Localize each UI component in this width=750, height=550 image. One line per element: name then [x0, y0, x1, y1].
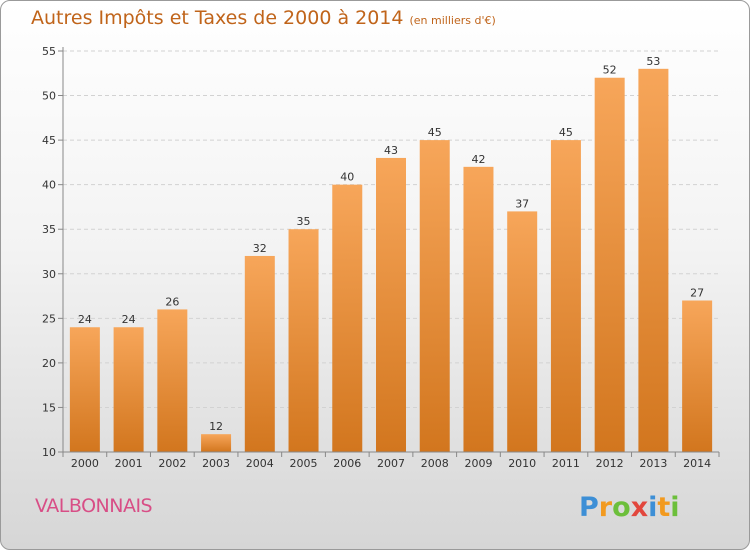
y-tick-label: 40: [42, 179, 56, 192]
data-label: 53: [646, 55, 660, 68]
axes: 10 15 20 25 30 35 40 45 50 55 2000 2001 2002 2003 2004…: [42, 45, 720, 470]
x-tick-label: 2013: [639, 457, 667, 470]
x-tick-label: 2012: [596, 457, 624, 470]
y-tick-label: 15: [42, 401, 56, 414]
x-tick-label: 2006: [333, 457, 361, 470]
x-tick-label: 2011: [552, 457, 580, 470]
x-tick-label: 2014: [683, 457, 711, 470]
bar: [288, 229, 319, 452]
x-tick-label: 2004: [246, 457, 274, 470]
data-label: 35: [297, 215, 311, 228]
x-tick-label: 2000: [71, 457, 99, 470]
x-tick-label: 2007: [377, 457, 405, 470]
x-tick-label: 2008: [421, 457, 449, 470]
bar: [157, 309, 188, 452]
chart-title-text: Autres Impôts et Taxes de 2000 à 2014: [31, 7, 404, 29]
y-tick-label: 20: [42, 357, 56, 370]
bar: [507, 211, 538, 452]
y-tick-label: 35: [42, 223, 56, 236]
x-tick-label: 2001: [115, 457, 143, 470]
chart-title: Autres Impôts et Taxes de 2000 à 2014 (en…: [31, 7, 496, 29]
x-tick-label: 2005: [290, 457, 318, 470]
data-label: 45: [559, 126, 573, 139]
y-tick-label: 45: [42, 134, 56, 147]
bar: [463, 166, 494, 452]
bar: [376, 157, 406, 452]
data-label: 43: [384, 144, 398, 157]
x-tick-label: 2003: [202, 457, 230, 470]
data-labels: 24 24 26 12 32 35 40 43 45 42 37 45 52 53 27: [78, 55, 704, 433]
data-label: 32: [253, 242, 267, 255]
bar: [550, 140, 581, 452]
y-tick-label: 25: [42, 312, 56, 325]
data-label: 40: [340, 171, 354, 184]
bar: [638, 68, 669, 453]
data-label: 42: [471, 153, 485, 166]
data-label: 37: [515, 197, 529, 210]
data-label: 52: [603, 64, 617, 77]
bar: [113, 327, 144, 452]
y-tick-label: 55: [42, 45, 56, 58]
data-label: 24: [122, 313, 136, 326]
proxiti-logo: Proxiti: [579, 492, 680, 523]
bars: [69, 68, 713, 453]
y-tick-label: 10: [42, 446, 56, 459]
data-label: 26: [165, 295, 179, 308]
bar: [69, 327, 100, 452]
x-tick-label: 2009: [464, 457, 492, 470]
data-label: 24: [78, 313, 92, 326]
bar: [594, 77, 625, 452]
x-tick-label: 2010: [508, 457, 536, 470]
bar: [332, 184, 363, 452]
y-tick-label: 50: [42, 90, 56, 103]
city-name: VALBONNAIS: [35, 495, 153, 517]
data-label: 27: [690, 287, 704, 300]
data-label: 12: [209, 420, 223, 433]
bar: [419, 140, 450, 452]
data-label: 45: [428, 126, 442, 139]
bar: [244, 255, 275, 452]
x-tick-label: 2002: [158, 457, 186, 470]
bar: [682, 300, 713, 452]
bar: [201, 434, 232, 452]
chart-subtitle: (en milliers d'€): [409, 14, 496, 27]
svg-text:Proxiti: Proxiti: [579, 492, 680, 523]
y-tick-label: 30: [42, 268, 56, 281]
